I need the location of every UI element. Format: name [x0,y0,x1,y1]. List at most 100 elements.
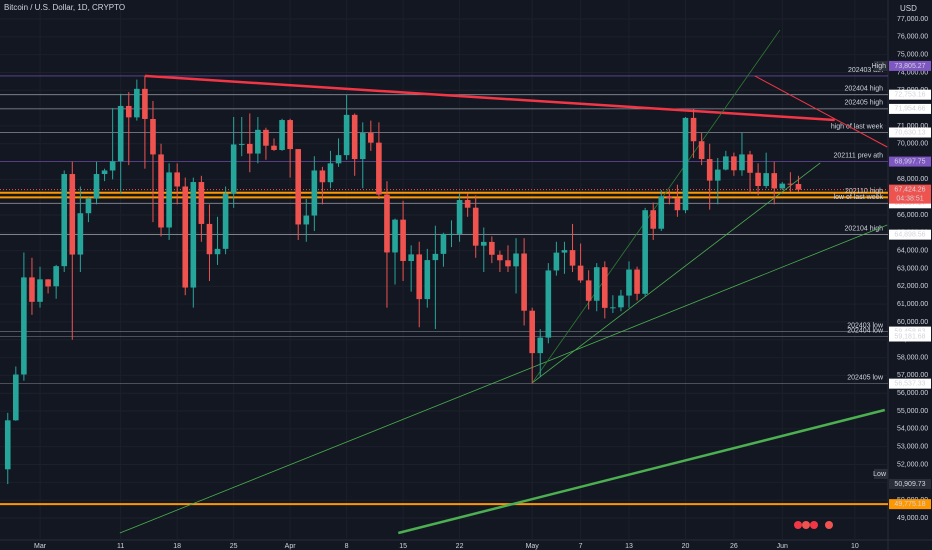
candle-body [513,253,519,267]
y-tick-label: 56,000.00 [897,390,928,397]
candle-body [166,172,172,228]
y-tick-label: 53,000.00 [897,444,928,451]
x-tick-label: 10 [851,543,859,550]
candle-body [577,265,584,281]
y-tick-label: 63,000.00 [897,265,928,272]
price-tag-label: 68,997.75 [894,158,925,165]
candle-body [610,307,616,309]
y-tick-label: 61,000.00 [897,301,928,308]
price-tag-label: 49,775.18 [894,501,925,508]
y-tick-label: 77,000.00 [897,16,928,23]
candle-body [125,105,132,118]
icon[interactable] [825,521,833,529]
trendline [754,75,888,148]
candle-body [150,118,156,155]
y-tick-label: 52,000.00 [897,461,928,468]
y-tick-label: 66,000.00 [897,212,928,219]
x-tick-label: Mar [34,543,47,550]
candle-body [400,219,406,261]
candle-body [230,144,237,194]
candle-body [214,248,221,255]
price-tag-label: 56,537.33 [894,380,925,387]
candle-body [182,186,189,288]
x-tick-label: 8 [345,543,349,550]
candle-body [392,219,398,253]
candle-body [779,183,786,189]
candle-body [343,114,350,156]
trendlines [119,29,888,535]
candle-body [723,156,729,170]
price-tag-label: 72,753.16 [894,92,925,99]
trendline [397,408,886,535]
level-label: high of last week [831,123,884,130]
y-tick-label: 49,000.00 [897,515,928,522]
candle-body [384,194,390,253]
candle-body [77,213,84,255]
price-tag-label: 70,630.13 [894,129,925,136]
x-tick-label: 20 [682,543,690,550]
candle-body [287,120,293,150]
level-label: 202405 high [844,100,883,107]
candle-body [521,253,527,311]
last-price-tag [889,184,931,204]
candle-body [295,149,302,225]
candle-body [335,155,342,164]
x-tick-label: 18 [173,543,181,550]
candle-body [271,145,277,150]
level-label: 202104 high [844,225,883,232]
candle-body [109,161,116,171]
candle-body [658,196,665,229]
trendline [119,224,888,534]
candle-body [37,279,43,302]
indicator-icons[interactable] [794,521,833,529]
x-tick-label: 26 [730,543,738,550]
candle-body [593,267,600,301]
currency[interactable]: USD [900,4,917,13]
last-price-label: 67,424.26 [894,186,925,193]
y-tick-label: 60,000.00 [897,319,928,326]
price-tag [889,103,931,114]
candle-body [456,200,463,234]
candle-body [45,279,51,287]
candle-body [101,170,108,175]
candle-body [190,182,197,288]
candle-body [763,173,769,186]
candle-body [117,105,124,162]
icon[interactable] [802,521,810,529]
candle-body [618,295,624,308]
y-tick-label: 55,000.00 [897,408,928,415]
price-tag [889,331,931,342]
candle-body [198,182,205,224]
candle-body [464,200,471,208]
y-tick-label: 71,000.00 [897,123,928,130]
price-tag [889,478,931,489]
candle-body [85,198,92,214]
price-tag [889,156,931,167]
x-tick-label: Apr [285,543,297,550]
price-tag-label: 50,909.73 [894,481,925,488]
icon[interactable] [794,521,802,529]
candle-body [690,117,697,142]
y-tick-label: 68,000.00 [897,176,928,183]
y-tick-label: 75,000.00 [897,51,928,58]
candle-body [424,260,431,300]
price-tag [889,229,931,240]
candles [4,75,802,485]
icon[interactable] [810,521,818,529]
chart-title: Bitcoin / U.S. Dollar, 1D, CRYPTO [4,3,125,12]
candle-body [537,337,544,354]
price-tag [889,378,931,389]
price-tag-label: 64,898.56 [894,231,925,238]
x-tick-label: 13 [625,543,633,550]
candle-body [134,88,140,118]
candle-body [747,154,753,173]
level-label: 202405 low [847,374,884,381]
candle-body [480,241,487,246]
candle-body [4,420,11,470]
price-tag [889,499,931,510]
candle-body [448,233,455,235]
candle-body [13,374,19,421]
candle-body [432,253,439,261]
